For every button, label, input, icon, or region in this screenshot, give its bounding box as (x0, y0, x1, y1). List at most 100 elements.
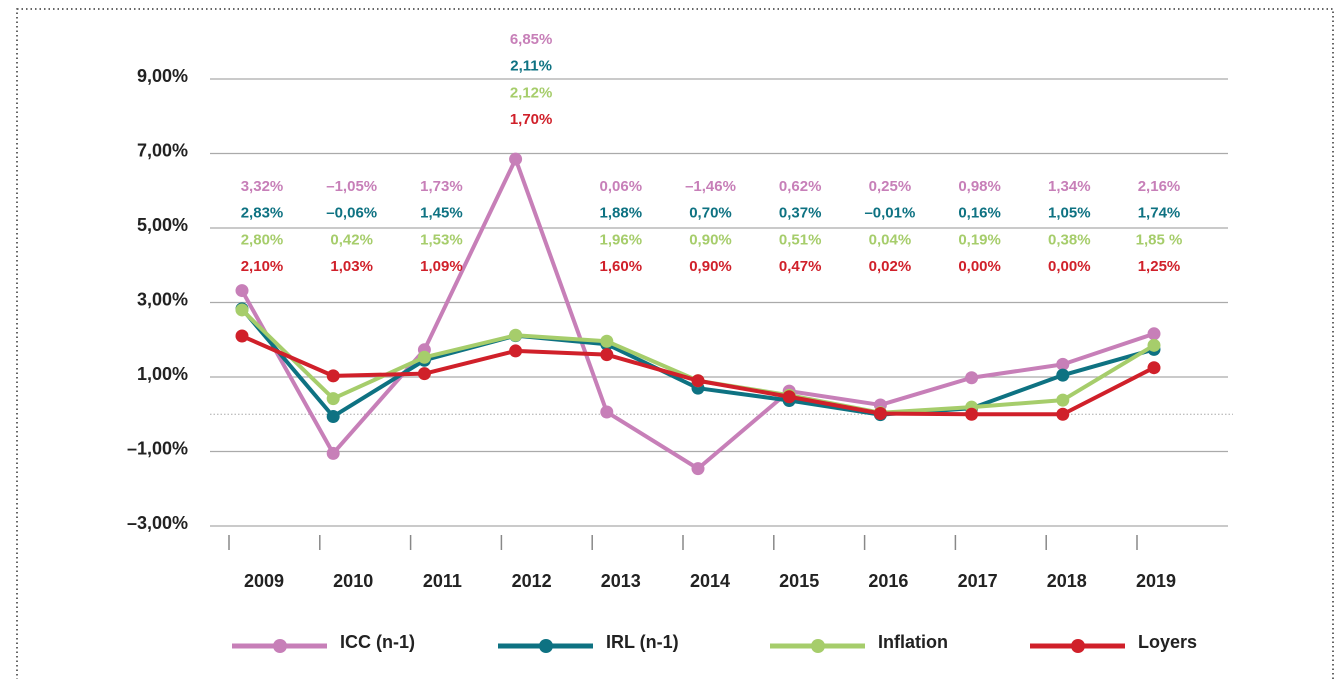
legend-dot (539, 639, 553, 653)
value-label: 1,09% (420, 258, 463, 275)
value-label: 1,96% (600, 231, 643, 248)
value-label: 2,12% (510, 84, 553, 101)
y-tick-label: –3,00% (127, 513, 188, 533)
value-label: 1,74% (1138, 205, 1181, 222)
point (417, 350, 431, 364)
point (1056, 407, 1070, 421)
value-label: 0,90% (689, 231, 732, 248)
value-label: 2,83% (241, 205, 284, 222)
value-label: 0,98% (958, 178, 1001, 195)
y-tick-label: –1,00% (127, 438, 188, 458)
point (600, 334, 614, 348)
legend-label: ICC (n-1) (340, 632, 415, 652)
point (1147, 361, 1161, 375)
y-tick-label: 1,00% (137, 364, 188, 384)
value-label: 0,00% (958, 258, 1001, 275)
value-label: 1,03% (330, 258, 373, 275)
legend-dot (273, 639, 287, 653)
point (1147, 338, 1161, 352)
point (326, 409, 340, 423)
legend-label: IRL (n-1) (606, 632, 679, 652)
value-label: 2,11% (510, 58, 552, 75)
point (509, 328, 523, 342)
value-label: 0,06% (600, 178, 643, 195)
point (600, 405, 614, 419)
y-tick-label: 9,00% (137, 66, 188, 86)
value-label: –1,46% (685, 178, 736, 195)
value-label: –0,06% (326, 205, 377, 222)
point (965, 371, 979, 385)
legend-dot (811, 639, 825, 653)
point (235, 303, 249, 317)
x-tick-label: 2016 (868, 571, 908, 591)
point (873, 407, 887, 421)
y-tick-label: 7,00% (137, 140, 188, 160)
value-label: 0,47% (779, 258, 822, 275)
point (417, 367, 431, 381)
value-label: 0,00% (1048, 258, 1091, 275)
value-label: 0,42% (330, 231, 373, 248)
value-label: 1,70% (510, 111, 553, 128)
value-label: 1,73% (420, 178, 463, 195)
x-tick-label: 2018 (1047, 571, 1087, 591)
value-label: 0,02% (869, 258, 912, 275)
y-tick-label: 3,00% (137, 289, 188, 309)
point (1056, 357, 1070, 371)
point (600, 348, 614, 362)
value-label: 0,37% (779, 205, 822, 222)
value-label: 0,19% (958, 231, 1001, 248)
value-label: 6,85% (510, 31, 553, 48)
legend-label: Inflation (878, 632, 948, 652)
value-label: 1,53% (420, 231, 463, 248)
point (965, 407, 979, 421)
value-label: 0,16% (958, 205, 1001, 222)
value-label: 0,04% (869, 231, 912, 248)
x-tick-label: 2012 (512, 571, 552, 591)
point (235, 329, 249, 343)
value-label: 1,85 % (1136, 231, 1183, 248)
point (1056, 368, 1070, 382)
legend-label: Loyers (1138, 632, 1197, 652)
point (326, 392, 340, 406)
point (509, 152, 523, 166)
point (1147, 327, 1161, 341)
value-label: 1,60% (600, 258, 643, 275)
value-label: –1,05% (326, 178, 377, 195)
value-label: 1,05% (1048, 205, 1091, 222)
point (691, 462, 705, 476)
x-tick-label: 2011 (423, 571, 462, 591)
value-label: 1,45% (420, 205, 463, 222)
x-tick-label: 2009 (244, 571, 284, 591)
series-line (240, 308, 1156, 415)
point (235, 284, 249, 298)
x-tick-label: 2015 (779, 571, 819, 591)
x-tick-label: 2010 (333, 571, 373, 591)
x-tick-label: 2014 (690, 571, 730, 591)
x-tick-label: 2013 (601, 571, 641, 591)
x-tick-label: 2019 (1136, 571, 1176, 591)
value-label: 0,25% (869, 178, 912, 195)
value-label: 2,80% (241, 231, 284, 248)
frame (16, 8, 1334, 679)
value-label: 2,16% (1138, 178, 1181, 195)
value-label: 1,34% (1048, 178, 1091, 195)
legend-dot (1071, 639, 1085, 653)
value-label: 0,38% (1048, 231, 1091, 248)
value-label: 0,90% (689, 258, 732, 275)
x-tick-label: 2017 (958, 571, 998, 591)
value-label: –0,01% (864, 205, 915, 222)
point (509, 344, 523, 358)
point (326, 446, 340, 460)
point (782, 390, 796, 404)
value-label: 2,10% (241, 258, 284, 275)
value-label: 1,88% (600, 205, 643, 222)
point (326, 369, 340, 383)
value-label: 3,32% (241, 178, 284, 195)
value-label: 0,51% (779, 231, 822, 248)
point (1056, 393, 1070, 407)
value-label: 0,62% (779, 178, 822, 195)
value-label: 1,25% (1138, 258, 1181, 275)
value-label: 0,70% (689, 205, 732, 222)
y-tick-label: 5,00% (137, 215, 188, 235)
